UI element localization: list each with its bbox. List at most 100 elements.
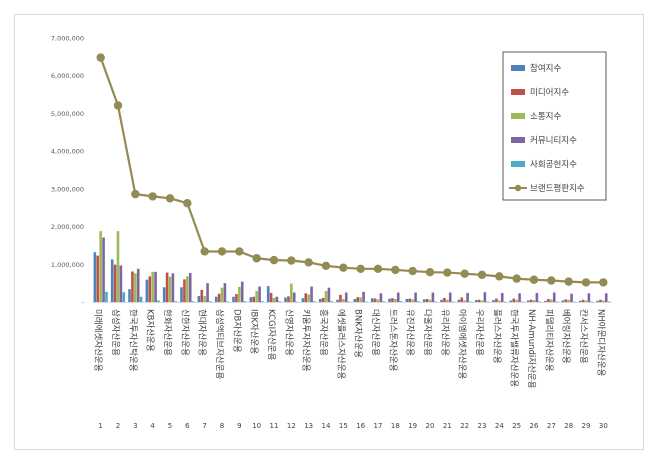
bar-3-4 bbox=[151, 271, 154, 302]
bar-2-21 bbox=[443, 297, 446, 302]
category-number-30: 30 bbox=[599, 422, 608, 430]
bar-4-19 bbox=[414, 292, 417, 302]
legend-marker-6 bbox=[514, 184, 522, 192]
brand-reputation-point-13 bbox=[304, 258, 313, 267]
category-label-14: 흥국자산운용 bbox=[318, 309, 329, 356]
bar-3-6 bbox=[186, 276, 189, 302]
bar-2-15 bbox=[339, 294, 342, 302]
bar-1-30 bbox=[596, 300, 599, 302]
brand-reputation-point-4 bbox=[148, 192, 157, 201]
y-tick-label: 1,000,000 bbox=[51, 261, 84, 269]
bar-4-15 bbox=[344, 292, 348, 302]
bar-1-29 bbox=[578, 300, 582, 302]
bar-1-2 bbox=[110, 259, 114, 302]
category-label-3: 한국투자신탁운용 bbox=[127, 309, 138, 372]
category-label-18: 트러스톤자산운용 bbox=[387, 309, 398, 372]
category-number-1: 1 bbox=[98, 422, 102, 430]
category-number-14: 14 bbox=[322, 422, 331, 430]
bar-1-27 bbox=[544, 300, 547, 302]
category-number-2: 2 bbox=[116, 422, 120, 430]
category-label-8: 삼성액티브자산운용 bbox=[214, 309, 225, 380]
bar-5-24 bbox=[503, 301, 507, 303]
bar-2-1 bbox=[96, 255, 100, 302]
legend-label-4: 커뮤니티지수 bbox=[530, 135, 577, 146]
bar-1-15 bbox=[336, 299, 339, 302]
bar-2-18 bbox=[391, 298, 394, 302]
bar-3-2 bbox=[116, 231, 120, 302]
bar-3-28 bbox=[567, 299, 570, 302]
bar-1-3 bbox=[128, 289, 131, 302]
bar-3-19 bbox=[411, 299, 414, 302]
bar-1-26 bbox=[526, 300, 530, 302]
bar-1-22 bbox=[457, 299, 461, 302]
bar-4-27 bbox=[552, 292, 556, 302]
bar-3-17 bbox=[376, 299, 380, 302]
bar-4-11 bbox=[275, 296, 279, 302]
bar-4-10 bbox=[258, 286, 261, 302]
category-number-23: 23 bbox=[478, 422, 487, 430]
bar-4-5 bbox=[171, 273, 175, 302]
legend-label-3: 소통지수 bbox=[530, 112, 561, 122]
bar-1-23 bbox=[474, 300, 478, 302]
bar-1-28 bbox=[561, 300, 565, 302]
bar-4-22 bbox=[466, 292, 469, 302]
bar-5-15 bbox=[347, 301, 351, 303]
bar-2-13 bbox=[304, 293, 308, 302]
brand-reputation-point-1 bbox=[96, 53, 105, 62]
bar-1-13 bbox=[301, 298, 305, 302]
category-label-10: IBK자산운용 bbox=[249, 309, 260, 354]
bar-5-2 bbox=[122, 292, 126, 302]
bar-4-1 bbox=[102, 237, 105, 302]
bar-5-6 bbox=[191, 301, 195, 302]
legend-swatch-2 bbox=[511, 89, 525, 95]
y-tick-label: - bbox=[82, 299, 85, 307]
category-label-6: 신한자산운용 bbox=[179, 309, 190, 356]
bar-2-2 bbox=[113, 264, 117, 302]
bar-4-18 bbox=[396, 292, 400, 302]
brand-reputation-point-7 bbox=[200, 247, 209, 256]
category-label-27: 피델리티자산운용 bbox=[543, 309, 554, 372]
bar-2-14 bbox=[321, 297, 325, 302]
bar-3-12 bbox=[290, 283, 293, 302]
legend-swatch-1 bbox=[511, 65, 525, 71]
legend-label-2: 미디어지수 bbox=[530, 87, 569, 98]
legend-box bbox=[502, 51, 607, 201]
brand-reputation-point-18 bbox=[391, 265, 400, 275]
legend-label-6: 브랜드평판지수 bbox=[530, 183, 585, 194]
bar-5-21 bbox=[451, 301, 455, 303]
bar-5-1 bbox=[105, 291, 108, 302]
category-number-11: 11 bbox=[270, 422, 279, 430]
bar-2-24 bbox=[495, 298, 498, 302]
category-number-8: 8 bbox=[220, 422, 224, 430]
brand-reputation-point-6 bbox=[183, 198, 192, 208]
bar-2-22 bbox=[460, 297, 464, 302]
bar-2-17 bbox=[373, 298, 377, 302]
y-tick-label: 6,000,000 bbox=[51, 72, 84, 80]
brand-reputation-point-16 bbox=[356, 264, 365, 274]
bar-4-7 bbox=[206, 283, 209, 302]
bar-4-25 bbox=[518, 293, 521, 302]
brand-reputation-point-10 bbox=[252, 254, 261, 263]
bar-2-28 bbox=[564, 299, 568, 302]
category-number-16: 16 bbox=[356, 422, 365, 430]
bar-2-9 bbox=[235, 294, 238, 302]
y-tick-label: 3,000,000 bbox=[51, 185, 84, 193]
bar-5-14 bbox=[330, 301, 334, 302]
bar-3-13 bbox=[307, 294, 310, 302]
category-number-9: 9 bbox=[237, 422, 241, 430]
bar-3-18 bbox=[394, 298, 397, 302]
category-number-20: 20 bbox=[426, 422, 435, 430]
bar-5-18 bbox=[399, 301, 403, 302]
bar-1-10 bbox=[249, 297, 253, 302]
bar-5-19 bbox=[417, 301, 420, 302]
y-tick-label: 2,000,000 bbox=[51, 223, 84, 231]
bar-5-22 bbox=[469, 301, 472, 303]
bar-2-23 bbox=[477, 299, 481, 302]
brand-reputation-point-3 bbox=[131, 189, 140, 199]
category-label-20: 다올자산운용 bbox=[422, 309, 433, 356]
bar-1-16 bbox=[353, 298, 357, 302]
category-number-25: 25 bbox=[512, 422, 521, 430]
category-label-26: NH-Amundi자산운용 bbox=[526, 309, 537, 389]
bar-5-12 bbox=[295, 301, 299, 303]
